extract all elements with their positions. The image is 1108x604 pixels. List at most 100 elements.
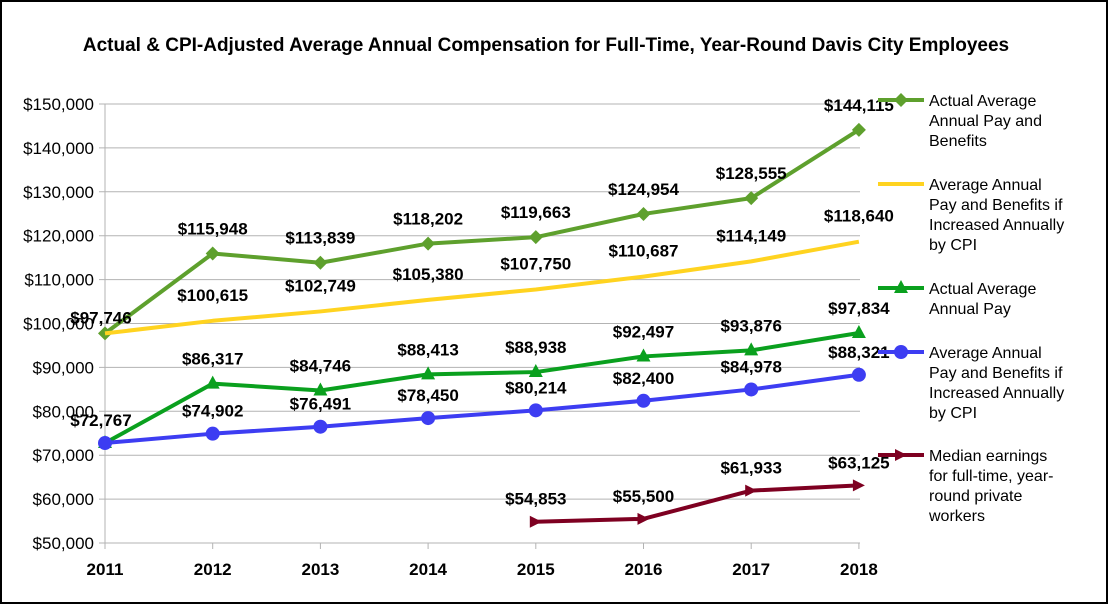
data-point-arrow	[852, 479, 865, 492]
data-point-circle	[894, 345, 908, 359]
data-point-triangle	[205, 375, 220, 389]
series-4	[98, 367, 866, 451]
y-tick-label: $110,000	[24, 271, 94, 290]
data-label: $88,413	[397, 340, 458, 359]
legend-label: Average Annual	[929, 177, 1042, 194]
y-tick-label: $60,000	[33, 490, 94, 509]
data-point-circle	[421, 411, 436, 426]
x-tick-label: 2012	[194, 560, 232, 579]
data-label: $115,948	[178, 219, 248, 238]
legend-label: Annual Pay and	[929, 113, 1042, 130]
data-label: $76,491	[290, 395, 351, 414]
data-point-triangle	[528, 364, 543, 378]
series-line	[104, 239, 860, 336]
legend-label: round private	[929, 488, 1022, 505]
data-label: $84,978	[720, 357, 781, 376]
data-label: $114,149	[716, 226, 786, 245]
data-label: $88,321	[828, 343, 889, 362]
data-point-diamond	[636, 206, 651, 221]
data-label: $92,497	[613, 322, 674, 341]
data-point-arrow	[745, 484, 758, 497]
data-point-circle	[744, 382, 759, 397]
data-label: $113,839	[285, 229, 355, 248]
data-label: $82,400	[613, 369, 674, 388]
legend-label: Average Annual	[929, 345, 1042, 362]
data-point-circle	[313, 419, 328, 434]
y-tick-label: $150,000	[23, 95, 94, 114]
legend-label: Increased Annually	[929, 217, 1064, 234]
data-label: $102,749	[285, 276, 356, 295]
x-tick-label: 2013	[301, 560, 339, 579]
data-point-diamond	[528, 230, 543, 245]
data-point-triangle	[894, 280, 908, 293]
data-label: $86,317	[182, 350, 243, 369]
x-axis: 2011 2012 2013 2014 2015 2016 2017 2018	[87, 542, 878, 579]
data-label: $80,214	[505, 378, 567, 397]
series-line	[535, 483, 859, 524]
y-tick-label: $70,000	[33, 446, 94, 465]
data-point-diamond	[205, 246, 220, 261]
series-line	[104, 372, 860, 446]
y-tick-label: $50,000	[33, 534, 94, 553]
data-label: $105,380	[393, 265, 464, 284]
legend-label: Benefits	[929, 133, 987, 150]
data-point-triangle	[851, 325, 866, 339]
legend-label: Median earnings	[929, 448, 1047, 465]
data-point-circle	[98, 436, 112, 451]
y-tick-label: $120,000	[23, 227, 94, 246]
legend-label: Increased Annually	[929, 385, 1064, 402]
series-line	[104, 331, 860, 445]
legend-item: Average Annual Pay and Benefits if Increas…	[878, 345, 1064, 422]
data-label: $97,834	[828, 299, 890, 318]
data-label: $72,767	[70, 411, 131, 430]
data-point-circle	[528, 403, 543, 418]
y-tick-label: $90,000	[33, 358, 94, 377]
data-label: $118,640	[824, 207, 894, 226]
data-label: $110,687	[609, 242, 679, 261]
data-label: $74,902	[182, 402, 243, 421]
data-label: $61,933	[720, 459, 781, 478]
data-label: $118,202	[393, 210, 463, 229]
data-point-arrow	[529, 515, 542, 528]
data-point-diamond	[313, 255, 328, 270]
data-point-diamond	[894, 93, 908, 107]
data-label: $128,555	[716, 164, 787, 183]
y-tick-label: $100,000	[23, 315, 94, 334]
y-tick-label: $140,000	[23, 139, 94, 158]
y-tick-label: $80,000	[33, 402, 94, 421]
series-line	[103, 128, 860, 336]
series-5	[529, 479, 865, 528]
data-point-circle	[851, 367, 866, 382]
data-label: $107,750	[500, 254, 571, 273]
legend-label: by CPI	[929, 405, 977, 422]
data-point-triangle	[421, 366, 436, 380]
data-point-arrow	[895, 449, 907, 461]
data-label: $78,450	[397, 386, 458, 405]
data-point-diamond	[851, 122, 866, 137]
legend-label: Pay and Benefits if	[929, 197, 1063, 214]
legend-item: Actual Average Annual Pay	[878, 280, 1036, 318]
data-point-triangle	[313, 382, 328, 396]
data-label: $97,746	[70, 308, 131, 327]
data-label: $84,746	[290, 356, 351, 375]
legend-label: by CPI	[929, 237, 977, 254]
chart-title: Actual & CPI-Adjusted Average Annual Com…	[83, 35, 1009, 56]
data-label: $88,938	[505, 338, 566, 357]
data-label: $93,876	[720, 316, 781, 335]
legend-label: Actual Average	[929, 93, 1036, 110]
data-point-triangle	[744, 342, 759, 356]
data-point-diamond	[421, 236, 436, 251]
x-tick-label: 2018	[840, 560, 878, 579]
data-label: $119,663	[501, 203, 571, 222]
legend-item: Median earnings for full-time, year-round…	[878, 448, 1053, 525]
data-point-triangle	[636, 348, 651, 362]
x-tick-label: 2016	[625, 560, 663, 579]
legend-label: workers	[928, 508, 985, 525]
data-labels: $97,746 $115,948 $113,839 $118,202 $119,663 $…	[70, 96, 894, 509]
x-tick-label: 2014	[409, 560, 447, 579]
legend-label: Pay and Benefits if	[929, 365, 1063, 382]
data-point-circle	[205, 426, 220, 441]
data-label: $55,500	[613, 487, 674, 506]
data-label: $54,853	[505, 490, 566, 509]
